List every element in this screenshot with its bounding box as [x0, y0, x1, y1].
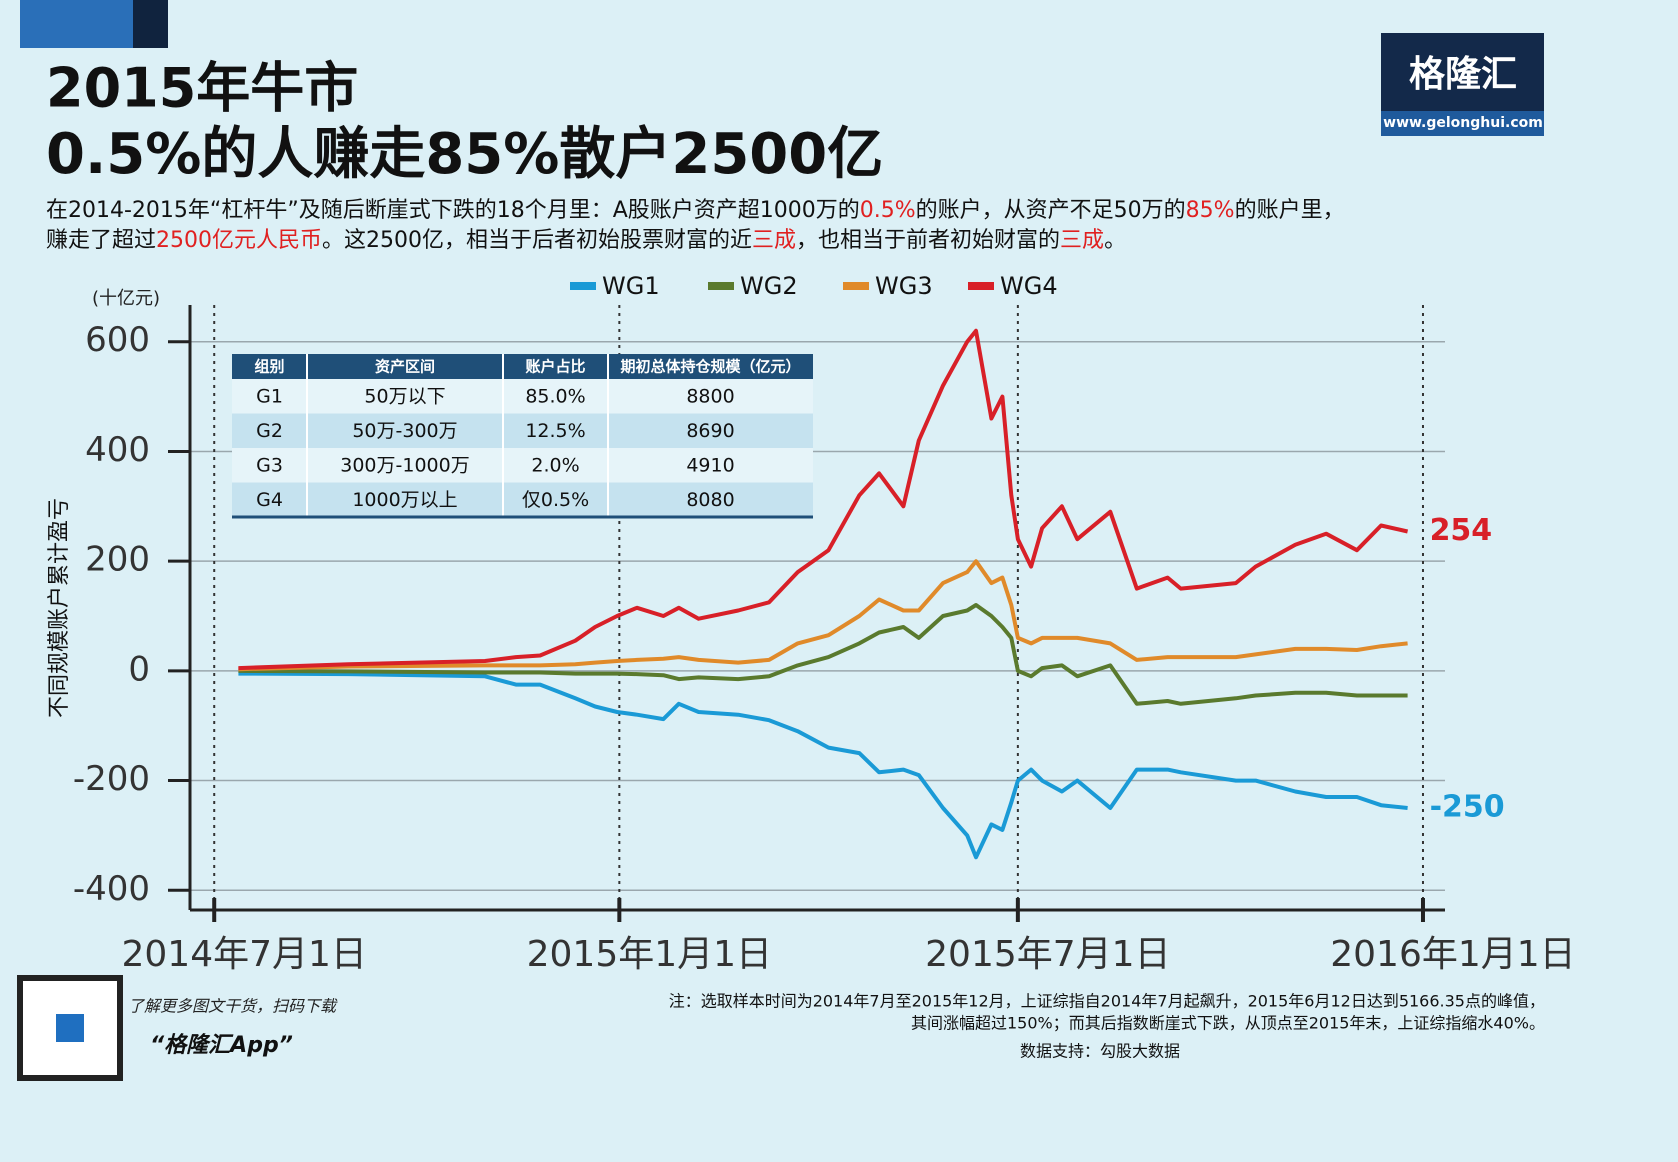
table-cell: 50万以下 — [364, 386, 445, 408]
table-cell: 仅0.5% — [522, 489, 589, 511]
table-row-bg — [232, 413, 813, 448]
table-header: 资产区间 — [375, 358, 435, 376]
series-line — [238, 671, 1408, 860]
table-cell: 300万-1000万 — [340, 455, 469, 477]
legend-swatch — [968, 282, 994, 290]
paragraph-segment: ，也相当于前者初始财富的 — [796, 228, 1060, 253]
paragraph-segment: 0.5% — [860, 198, 916, 223]
title-line: 0.5%的人赚走85%散户2500亿 — [46, 122, 883, 187]
series-line — [238, 328, 1409, 671]
paragraph-segment: 在2014-2015年“杠杆牛”及随后断崖式下跌的18个月里：A股账户资产超10… — [46, 198, 860, 223]
qr-logo — [56, 1014, 84, 1042]
corner-block-dark — [133, 0, 168, 48]
legend-label: WG3 — [875, 272, 933, 300]
logo-url: www.gelonghui.com — [1383, 115, 1543, 131]
paragraph-segment: 2500亿元人民币 — [156, 228, 322, 253]
y-tick-label: -200 — [73, 759, 150, 799]
series-line — [238, 559, 1408, 672]
table-cell: G2 — [256, 420, 283, 442]
legend-label: WG1 — [602, 272, 660, 300]
x-tick-label: 2015年1月1日 — [527, 934, 772, 975]
x-tick-label: 2015年7月1日 — [925, 934, 1170, 975]
table-cell: 8690 — [686, 420, 734, 442]
y-tick-label: 600 — [85, 320, 150, 360]
x-tick-label: 2014年7月1日 — [122, 934, 367, 975]
table-cell: 85.0% — [525, 386, 585, 408]
table-cell: 8080 — [686, 489, 734, 511]
table-header: 组别 — [254, 358, 284, 376]
logo-text: 格隆汇 — [1409, 54, 1517, 95]
paragraph-segment: 赚走了超过 — [46, 228, 156, 253]
title-line: 2015年牛市 — [46, 57, 358, 120]
paragraph-segment: 的账户里， — [1235, 198, 1345, 223]
paragraph-segment: 三成 — [752, 228, 796, 253]
y-tick-label: 400 — [85, 430, 150, 470]
paragraph-segment: 85% — [1186, 198, 1235, 223]
logo-url-band — [1381, 111, 1544, 136]
y-tick-label: 0 — [128, 649, 150, 689]
table: 组别 资产区间 账户占比 期初总体持仓规模（亿元） G1 50万以下 85.0% 8800 G2… — [232, 354, 813, 519]
paragraph-segment: 三成 — [1060, 228, 1104, 253]
table-row-bg — [232, 448, 813, 483]
paragraph-line: 赚走了超过2500亿元人民币。这2500亿，相当于后者初始股票财富的近三成，也相… — [46, 228, 1126, 253]
table-header: 账户占比 — [525, 358, 585, 376]
legend-label: WG2 — [740, 272, 798, 300]
table-cell: 2.0% — [531, 455, 579, 477]
table-cell: 50万-300万 — [352, 420, 457, 442]
table-header-bg — [232, 354, 813, 379]
legend-label: WG4 — [1000, 272, 1058, 300]
y-axis-label: 不同规模账户累计盈亏 — [47, 498, 72, 718]
table-cell: 1000万以上 — [352, 489, 457, 511]
table-cell: 12.5% — [525, 420, 585, 442]
corner-block — [20, 0, 133, 48]
paragraph: 在2014-2015年“杠杆牛”及随后断崖式下跌的18个月里：A股账户资产超10… — [46, 198, 1345, 253]
paragraph-segment: 的账户，从资产不足50万的 — [916, 198, 1186, 223]
app-name: “格隆汇App” — [150, 1033, 293, 1058]
end-label: -250 — [1430, 789, 1505, 824]
legend-swatch — [570, 282, 596, 290]
end-label: 254 — [1430, 513, 1493, 548]
table-row-bg — [232, 482, 813, 517]
y-tick-label: 200 — [85, 540, 150, 580]
footnote: 其间涨幅超过150%；而其后指数断崖式下跌，从顶点至2015年末，上证综指缩水4… — [911, 1014, 1545, 1033]
chart: (十亿元) 不同规模账户累计盈亏 -400 -200 0 200 400 600 2014年7月… — [47, 272, 1576, 975]
table-header: 期初总体持仓规模（亿元） — [620, 358, 800, 376]
qr-caption: 了解更多图文干货，扫码下载 — [128, 997, 338, 1016]
table-cell: 4910 — [686, 455, 734, 477]
y-tick-label: -400 — [73, 869, 150, 909]
source: 数据支持：勾股大数据 — [1020, 1042, 1180, 1061]
legend-swatch — [708, 282, 734, 290]
paragraph-line: 在2014-2015年“杠杆牛”及随后断崖式下跌的18个月里：A股账户资产超10… — [46, 198, 1345, 223]
y-unit: (十亿元) — [92, 288, 160, 309]
series-line — [238, 603, 1408, 706]
table-cell: G4 — [256, 489, 283, 511]
table-cell: 8800 — [686, 386, 734, 408]
footnote: 注：选取样本时间为2014年7月至2015年12月，上证综指自2014年7月起飙… — [669, 992, 1545, 1011]
paragraph-segment: 。 — [1104, 228, 1126, 253]
legend-swatch — [843, 282, 869, 290]
paragraph-segment: 。这2500亿，相当于后者初始股票财富的近 — [322, 228, 752, 253]
x-tick-label: 2016年1月1日 — [1330, 934, 1575, 975]
table-cell: G1 — [256, 386, 283, 408]
table-row-bg — [232, 379, 813, 414]
table-cell: G3 — [256, 455, 283, 477]
